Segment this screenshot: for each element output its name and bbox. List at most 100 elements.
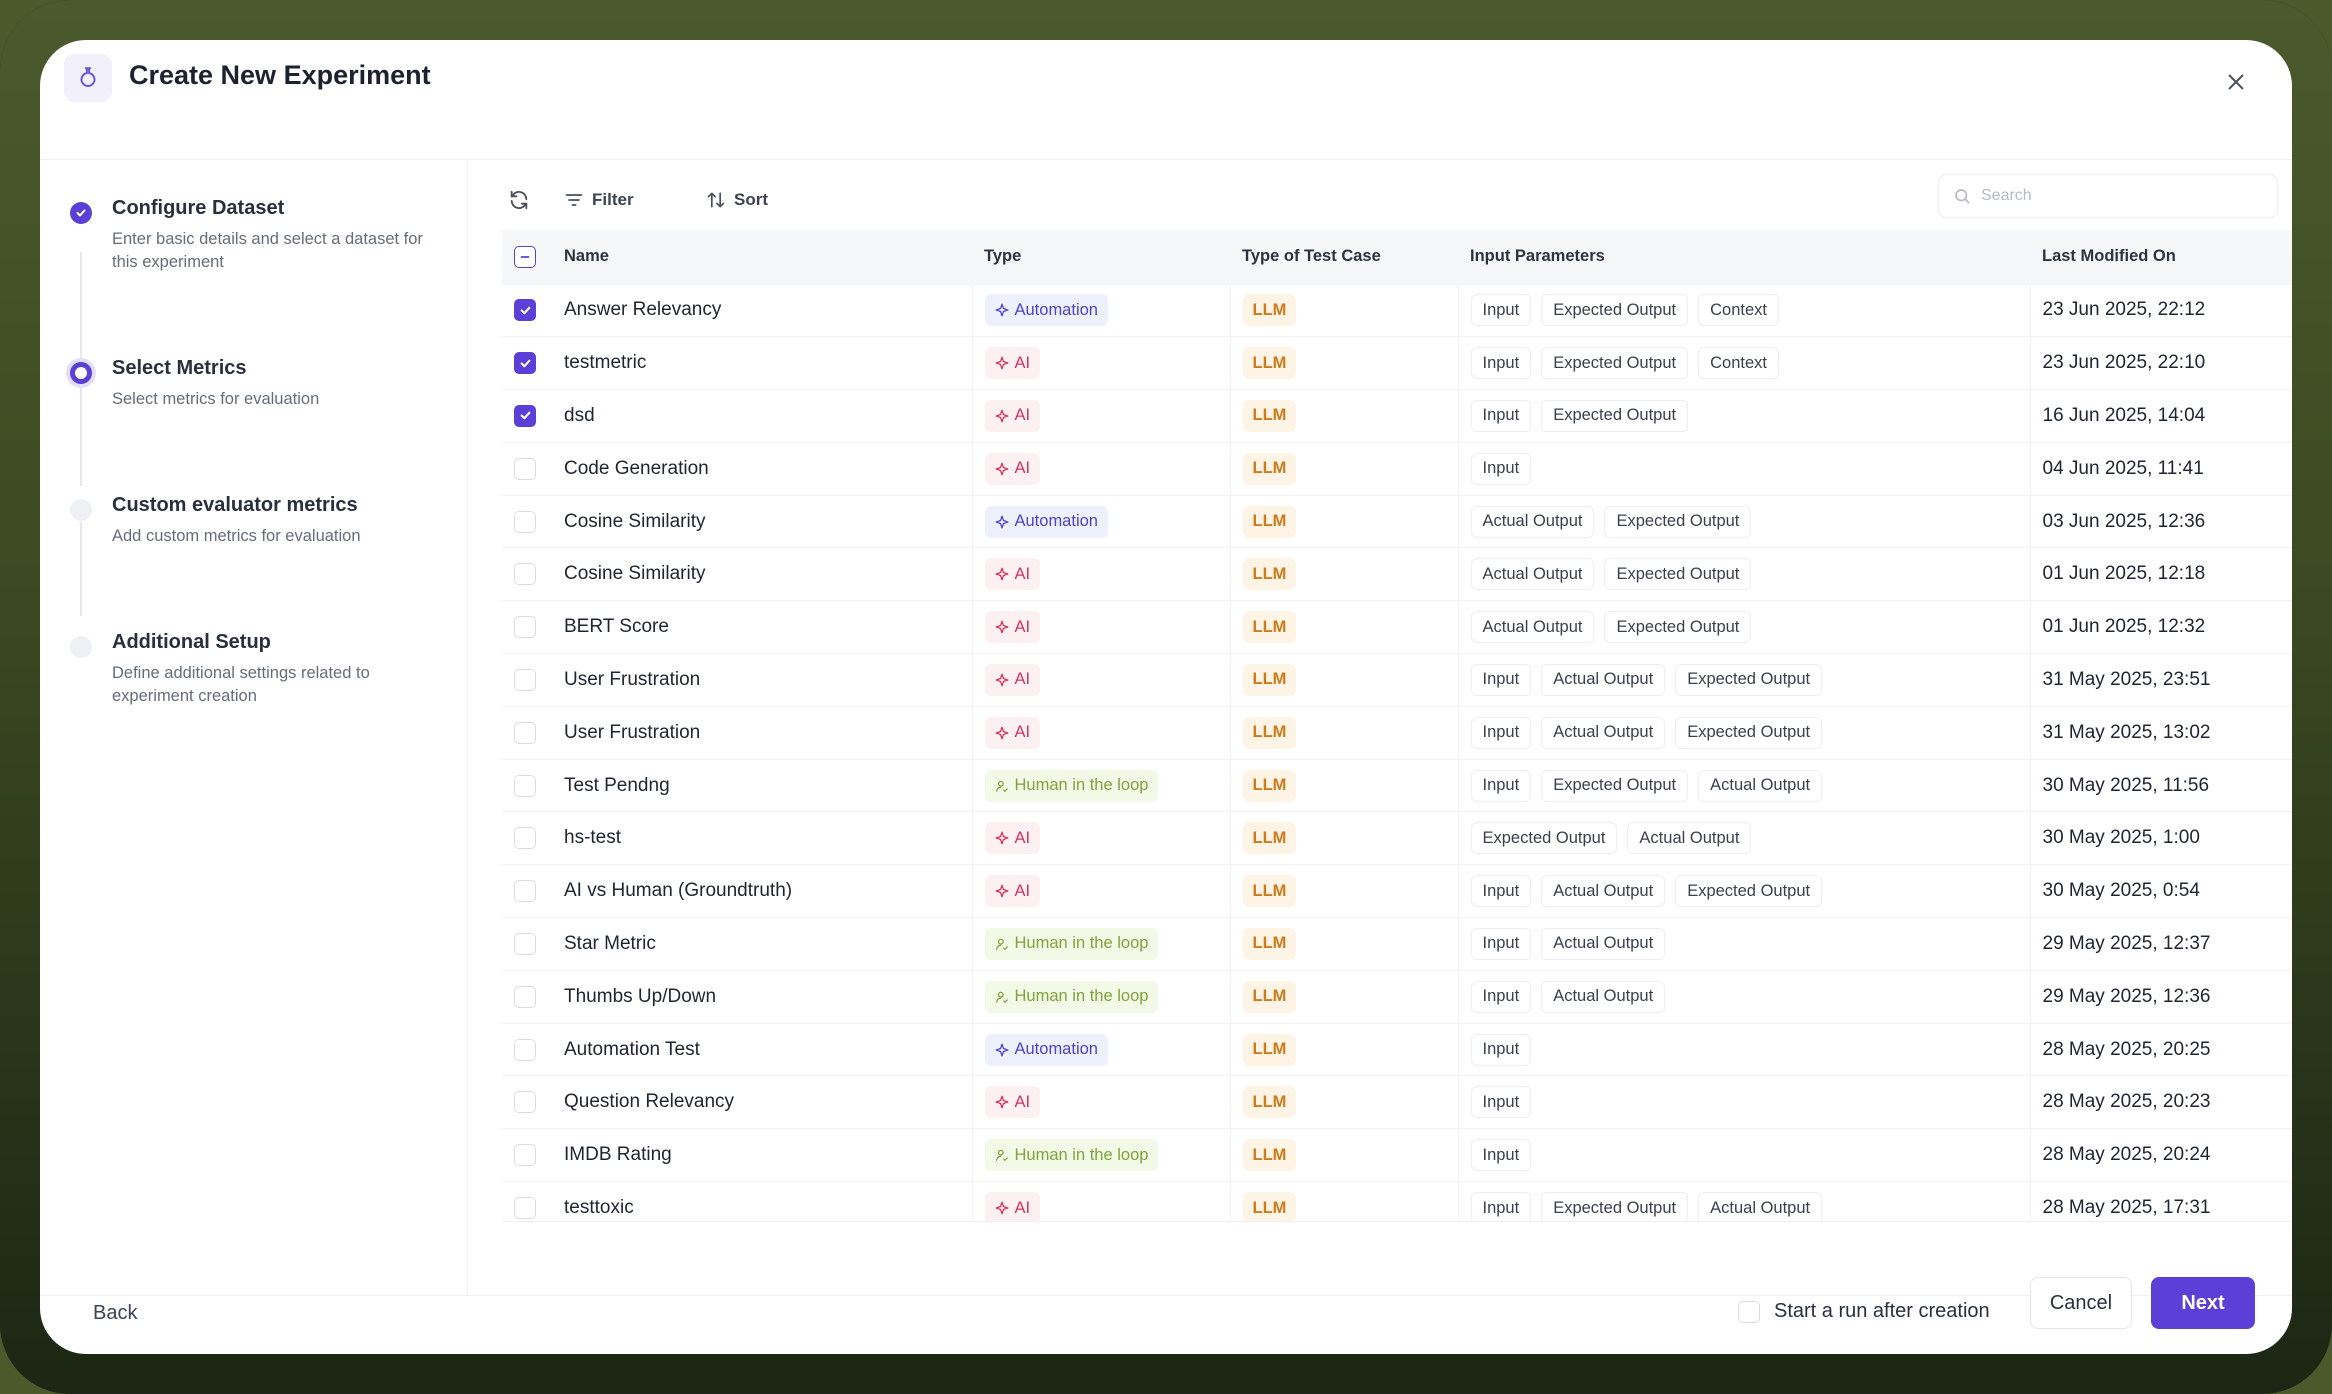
table-row[interactable]: User Frustration AI LLM Input Actual Output E…: [502, 653, 2292, 707]
row-checkbox[interactable]: [514, 1038, 536, 1061]
sparkle-icon: [995, 462, 1008, 476]
column-header-modified[interactable]: Last Modified On: [2042, 247, 2176, 266]
row-checkbox[interactable]: [514, 510, 536, 533]
table-row[interactable]: BERT Score AI LLM Actual Output Expected Out…: [502, 600, 2292, 654]
param-chip: Expected Output: [1541, 347, 1689, 380]
select-cell: [502, 865, 552, 918]
back-button[interactable]: Back: [93, 1302, 138, 1324]
params-cell: Input: [1457, 1075, 2030, 1129]
cancel-button[interactable]: Cancel: [2030, 1277, 2132, 1329]
table-row[interactable]: testtoxic AI LLM Input Expected Output Actual…: [502, 1181, 2292, 1221]
modified-date: 31 May 2025, 23:51: [2029, 653, 2292, 707]
column-header-test-case[interactable]: Type of Test Case: [1242, 247, 1381, 266]
type-label: Automation: [1014, 300, 1098, 319]
table-row[interactable]: testmetric AI LLM Input Expected Output Conte…: [502, 336, 2292, 390]
param-chip: Actual Output: [1627, 822, 1752, 855]
close-button[interactable]: [2216, 62, 2256, 102]
test-case-badge: LLM: [1242, 663, 1297, 696]
modified-date: 28 May 2025, 20:23: [2029, 1075, 2292, 1129]
step-title: Custom evaluator metrics: [112, 494, 358, 516]
type-cell: AI: [971, 442, 1230, 496]
table-row[interactable]: Answer Relevancy Automation LLM Input Expect…: [502, 284, 2292, 337]
param-chip: Expected Output: [1675, 663, 1823, 696]
modified-date: 29 May 2025, 12:36: [2029, 970, 2292, 1024]
type-badge: Automation: [984, 294, 1108, 327]
row-checkbox[interactable]: [514, 563, 536, 586]
param-chip: Input: [1470, 875, 1532, 908]
column-header-name[interactable]: Name: [564, 247, 609, 266]
check-icon: [520, 359, 530, 367]
step-pending-indicator: [70, 636, 92, 658]
refresh-button[interactable]: [508, 180, 530, 220]
test-case-badge: LLM: [1242, 875, 1297, 908]
param-chip: Input: [1470, 927, 1532, 960]
table-row[interactable]: hs-test AI LLM Expected Output Actual Output…: [502, 811, 2292, 865]
type-badge: AI: [984, 399, 1041, 432]
test-case-badge: LLM: [1242, 294, 1297, 327]
table-row[interactable]: Automation Test Automation LLM Input 28 May …: [502, 1023, 2292, 1076]
row-checkbox[interactable]: [514, 1144, 536, 1167]
row-checkbox[interactable]: [514, 774, 536, 797]
row-checkbox[interactable]: [514, 299, 536, 322]
row-checkbox[interactable]: [514, 827, 536, 850]
table-row[interactable]: Cosine Similarity Automation LLM Actual Out…: [502, 495, 2292, 548]
table-row[interactable]: Thumbs Up/Down Human in the loop LLM Input A…: [502, 970, 2292, 1024]
type-cell: AI: [971, 1181, 1230, 1221]
column-header-params[interactable]: Input Parameters: [1470, 247, 1605, 266]
modified-date: 28 May 2025, 20:25: [2029, 1023, 2292, 1076]
table-row[interactable]: User Frustration AI LLM Input Actual Output E…: [502, 706, 2292, 760]
next-button[interactable]: Next: [2151, 1277, 2255, 1329]
row-checkbox[interactable]: [514, 352, 536, 375]
sort-icon: [707, 192, 725, 208]
table-row[interactable]: Test Pendng Human in the loop LLM Input Expe…: [502, 759, 2292, 812]
table-row[interactable]: Question Relevancy AI LLM Input 28 May 2025,…: [502, 1075, 2292, 1129]
table-row[interactable]: AI vs Human (Groundtruth) AI LLM Input Actua…: [502, 864, 2292, 918]
table-row[interactable]: IMDB Rating Human in the loop LLM Input 28 M…: [502, 1128, 2292, 1182]
row-checkbox[interactable]: [514, 985, 536, 1008]
params-cell: Input Actual Output: [1457, 970, 2030, 1024]
row-checkbox[interactable]: [514, 668, 536, 691]
row-checkbox[interactable]: [514, 616, 536, 639]
step-current-indicator: [70, 362, 92, 384]
test-case-cell: LLM: [1229, 759, 1458, 812]
type-badge: Human in the loop: [984, 769, 1159, 802]
modified-date: 28 May 2025, 17:31: [2029, 1181, 2292, 1221]
metric-name: AI vs Human (Groundtruth): [564, 880, 793, 902]
params-cell: Input Expected Output Context: [1457, 284, 2030, 337]
row-checkbox[interactable]: [514, 880, 536, 903]
row-checkbox[interactable]: [514, 1091, 536, 1114]
type-label: AI: [1014, 406, 1031, 425]
row-checkbox[interactable]: [514, 721, 536, 744]
row-checkbox[interactable]: [514, 457, 536, 480]
modified-date: 23 Jun 2025, 22:10: [2029, 336, 2292, 390]
params-cell: Actual Output Expected Output: [1457, 600, 2030, 654]
row-checkbox[interactable]: [514, 1197, 536, 1220]
search-box[interactable]: [1938, 174, 2278, 218]
param-chip: Actual Output: [1541, 875, 1666, 908]
table-row[interactable]: Code Generation AI LLM Input 04 Jun 2025, 11…: [502, 442, 2292, 496]
start-run-checkbox[interactable]: [1738, 1300, 1760, 1323]
select-all-checkbox[interactable]: [514, 245, 536, 268]
table-row[interactable]: Star Metric Human in the loop LLM Input Actu…: [502, 917, 2292, 971]
column-header-type[interactable]: Type: [984, 247, 1022, 266]
select-cell: [502, 1023, 552, 1076]
test-case-cell: LLM: [1229, 970, 1458, 1024]
metric-name: hs-test: [564, 827, 622, 849]
sort-button[interactable]: Sort: [706, 180, 768, 220]
metric-name: dsd: [564, 404, 595, 426]
metric-name: Cosine Similarity: [564, 563, 706, 585]
params-cell: Actual Output Expected Output: [1457, 495, 2030, 548]
table-row[interactable]: Cosine Similarity AI LLM Actual Output Expec…: [502, 547, 2292, 601]
test-case-badge: LLM: [1242, 1033, 1297, 1066]
filter-button[interactable]: Filter: [564, 180, 634, 220]
table-row[interactable]: dsd AI LLM Input Expected Output 16 Jun 2025,…: [502, 389, 2292, 443]
type-cell: AI: [971, 389, 1230, 443]
start-run-option[interactable]: Start a run after creation: [1738, 1300, 1990, 1323]
metric-name: Thumbs Up/Down: [564, 985, 717, 1007]
params-cell: Input Actual Output: [1457, 917, 2030, 971]
row-checkbox[interactable]: [514, 404, 536, 427]
param-chip: Actual Output: [1698, 769, 1823, 802]
search-input[interactable]: [1981, 187, 2261, 205]
step-pending-indicator: [70, 499, 92, 521]
row-checkbox[interactable]: [514, 932, 536, 955]
